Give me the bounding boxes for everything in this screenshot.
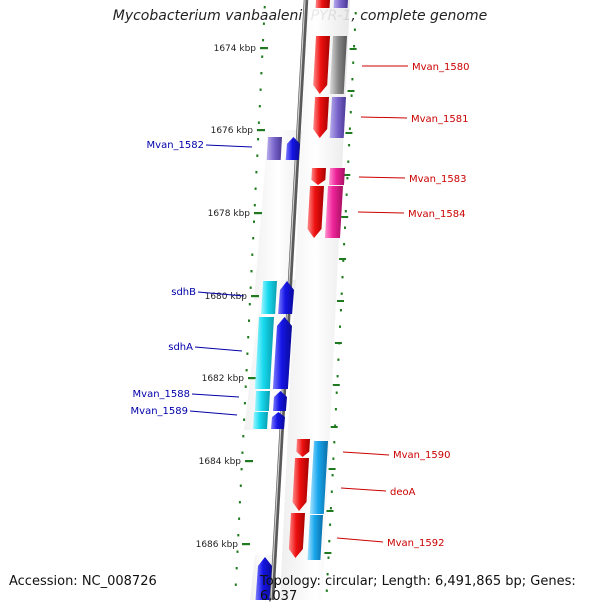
gene-label-deoa: deoA — [390, 487, 416, 498]
gene-arrow-mvan-1589 — [271, 412, 285, 429]
ruler-tick — [248, 377, 256, 380]
gene-labels: Mvan_1580 Mvan_1581 Mvan_1582 Mvan_1583 Mvan… — [131, 62, 470, 549]
label-leaders — [189, 65, 408, 543]
ruler-tick — [251, 295, 259, 298]
gene-arrow-mvan-1589-product — [253, 412, 268, 429]
gene-arrow-mvan-1581-product — [329, 97, 346, 138]
gene-arrow-mvan-1588 — [272, 391, 287, 411]
label-leader — [342, 451, 390, 456]
ruler-tick-label: 1686 kbp — [196, 540, 239, 550]
gene-arrow-mvan-1592-product — [307, 515, 323, 560]
gene-label-mvan-1592: Mvan_1592 — [387, 538, 444, 549]
gene-arrow-sdhb — [278, 281, 294, 314]
gene-arrow-sdhb-product — [261, 281, 277, 314]
gene-arrow-sdha-product — [254, 317, 274, 389]
ruler-tick — [257, 129, 265, 132]
gene-label-mvan-1581: Mvan_1581 — [411, 114, 468, 125]
gene-arrow-mvan-1584-product — [325, 186, 343, 238]
gene-arrow-mvan-1592 — [288, 513, 305, 558]
label-leader — [360, 116, 408, 119]
ruler-tick-label: 1684 kbp — [199, 457, 242, 467]
gene-label-sdha: sdhA — [168, 342, 193, 353]
ruler-tick-label: 1676 kbp — [211, 126, 254, 136]
gene-label-sdhb: sdhB — [171, 287, 196, 298]
gene-label-mvan-1589: Mvan_1589 — [131, 406, 188, 417]
label-leader — [340, 487, 387, 492]
gene-arrow-mvan-1582 — [285, 137, 300, 160]
gene-label-mvan-1580: Mvan_1580 — [412, 62, 469, 73]
label-leader — [336, 537, 384, 543]
kbp-ruler: 1674 kbp 1676 kbp 1678 kbp 1680 kbp 1682 kbp… — [196, 44, 268, 550]
label-leader — [197, 291, 245, 297]
gene-arrow-mvan-1580 — [313, 36, 330, 94]
ruler-tick-label: 1678 kbp — [208, 209, 251, 219]
gene-label-mvan-1590: Mvan_1590 — [393, 450, 450, 461]
gene-arrow — [315, 0, 330, 8]
label-leader — [205, 144, 253, 148]
ruler-tick — [245, 460, 253, 463]
label-leader — [191, 393, 240, 398]
ruler-tick-label: 1674 kbp — [214, 44, 257, 54]
gene-arrow-mvan-1581 — [313, 97, 329, 138]
ruler-tick — [260, 47, 268, 50]
gene-label-mvan-1583: Mvan_1583 — [409, 174, 466, 185]
gene-label-mvan-1584: Mvan_1584 — [408, 209, 465, 220]
gene-arrow — [333, 0, 348, 8]
gene-arrow-deoa-product — [309, 441, 328, 514]
gene-arrow-mvan-1582-product — [266, 137, 282, 160]
gene-arrow-mvan-1590 — [296, 439, 310, 457]
dotted-rings — [234, 6, 357, 592]
ruler-tick-label: 1682 kbp — [202, 374, 245, 384]
gene-features — [253, 0, 348, 600]
gene-arrow-mvan-1584 — [307, 186, 324, 238]
gene-arrow-mvan-1580-product — [329, 36, 347, 94]
ruler-tick — [254, 212, 262, 215]
gene-arrow-mvan-1588-product — [254, 391, 270, 411]
gene-arrow-sdha — [272, 317, 292, 389]
gene-label-mvan-1582: Mvan_1582 — [147, 140, 204, 151]
map-title: Mycobacterium vanbaalenii PYR-1, complet… — [112, 8, 488, 24]
ruler-tick — [242, 543, 250, 546]
ruler-tick-label: 1680 kbp — [205, 292, 248, 302]
gene-label-mvan-1588: Mvan_1588 — [133, 389, 190, 400]
gene-arrow-mvan-1583 — [311, 168, 326, 185]
label-leader — [357, 211, 405, 214]
label-leader — [189, 410, 238, 416]
label-leader — [194, 346, 243, 352]
gene-arrow-deoa — [292, 458, 309, 511]
gene-arrow-mvan-1583-product — [329, 168, 345, 185]
label-leader — [358, 176, 406, 179]
accession-text: Accession: NC_008726 — [9, 574, 157, 589]
gene-arrow — [255, 557, 272, 600]
